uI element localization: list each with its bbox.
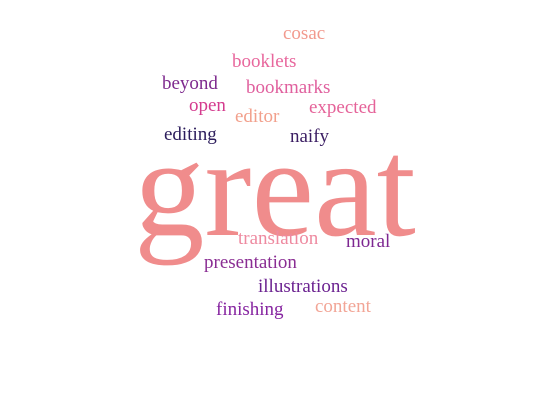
word-great: great [134, 110, 416, 266]
word-editor: editor [235, 106, 280, 127]
word-naify: naify [290, 126, 330, 147]
word-bookmarks: bookmarks [246, 77, 331, 98]
word-expected: expected [309, 97, 377, 118]
word-beyond: beyond [162, 73, 218, 94]
word-illustrations: illustrations [258, 276, 348, 297]
word-open: open [189, 95, 226, 116]
word-cosac: cosac [283, 23, 326, 44]
word-translation: translation [238, 228, 319, 249]
word-editing: editing [164, 124, 217, 145]
word-moral: moral [346, 231, 391, 252]
word-presentation: presentation [204, 252, 297, 273]
word-finishing: finishing [216, 299, 284, 320]
word-content: content [315, 296, 371, 317]
word-booklets: booklets [232, 51, 297, 72]
